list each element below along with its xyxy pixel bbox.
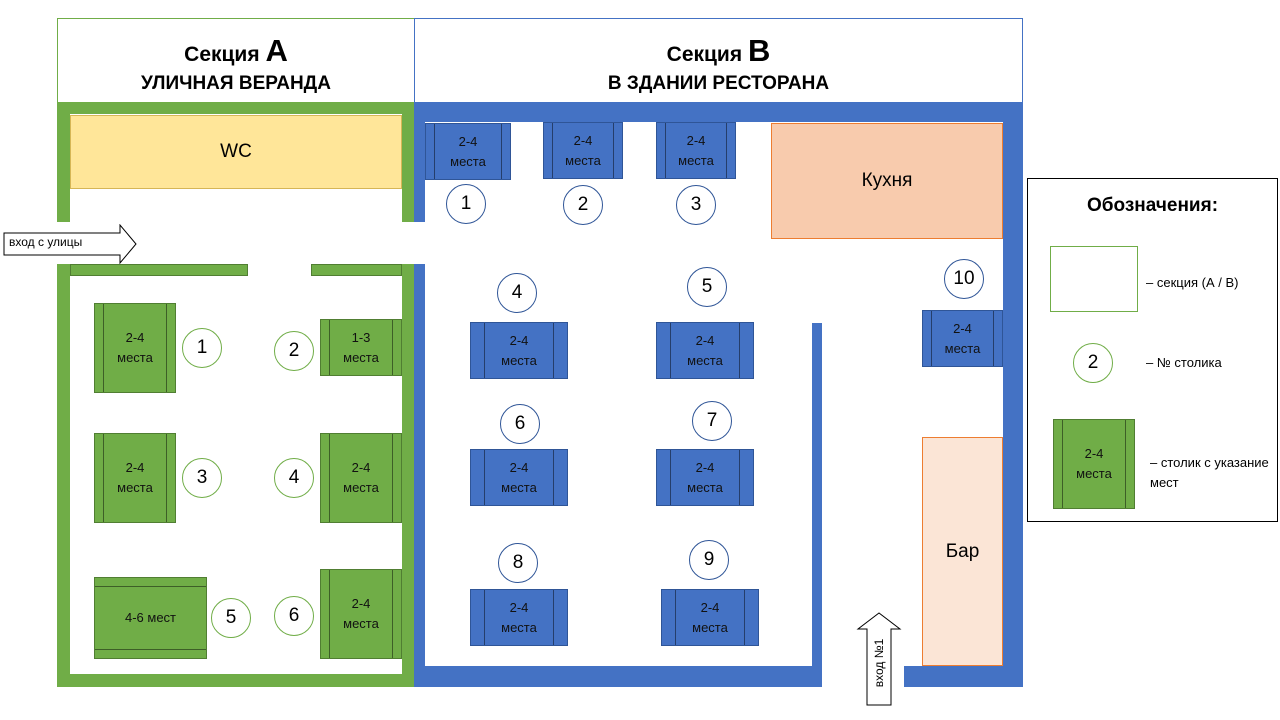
- legend-number-sample: 2: [1073, 343, 1113, 383]
- table-b-3[interactable]: 2-4 места: [656, 122, 736, 179]
- wc-room: WC: [70, 115, 402, 189]
- section-a-inner-wall-left: [70, 264, 248, 276]
- street-entrance-label: вход с улицы: [9, 235, 83, 249]
- table-a-1[interactable]: 2-4 места: [94, 303, 176, 393]
- main-entrance-arrow: [856, 612, 902, 706]
- table-b-7-number: 7: [692, 401, 732, 441]
- table-b-7-seats: 2-4 места: [687, 459, 723, 495]
- table-b-10-number: 10: [944, 259, 984, 299]
- table-a-1-number: 1: [182, 328, 222, 368]
- bar-label: Бар: [945, 540, 980, 562]
- kitchen-room: Кухня: [771, 123, 1003, 239]
- table-a-4-number: 4: [274, 458, 314, 498]
- table-b-2-seats: 2-4 места: [565, 132, 601, 168]
- section-a-inner-wall-right: [311, 264, 402, 276]
- bar-counter: Бар: [922, 437, 1003, 666]
- section-b-header: Секция B В ЗДАНИИ РЕСТОРАНА: [414, 18, 1023, 104]
- table-a-4-seats: 2-4 места: [343, 460, 379, 495]
- table-b-10[interactable]: 2-4 места: [922, 310, 1003, 367]
- table-b-4-seats: 2-4 места: [501, 332, 537, 368]
- table-b-3-seats: 2-4 места: [678, 132, 714, 168]
- legend-number-text: – № столика: [1146, 355, 1222, 370]
- section-b-partition: [812, 323, 822, 667]
- table-a-2-number: 2: [274, 331, 314, 371]
- table-b-6[interactable]: 2-4 места: [470, 449, 568, 506]
- table-b-9-seats: 2-4 места: [692, 599, 728, 635]
- legend-panel: Обозначения: – секция (А / В) 2 – № стол…: [1027, 178, 1278, 522]
- table-a-5[interactable]: 4-6 мест: [94, 577, 207, 659]
- table-a-4[interactable]: 2-4 места: [320, 433, 402, 523]
- wc-label: WC: [220, 141, 252, 162]
- table-b-2[interactable]: 2-4 места: [543, 122, 623, 179]
- table-b-8-seats: 2-4 места: [501, 599, 537, 635]
- table-a-6-seats: 2-4 места: [343, 596, 379, 631]
- table-b-10-seats: 2-4 места: [944, 320, 981, 356]
- kitchen-label: Кухня: [861, 170, 913, 191]
- legend-section-sample: [1050, 246, 1138, 312]
- legend-table-text: – столик с указание мест: [1150, 455, 1269, 490]
- section-b-subtitle: В ЗДАНИИ РЕСТОРАНА: [607, 73, 830, 94]
- table-b-1[interactable]: 2-4 места: [425, 123, 511, 180]
- table-b-5[interactable]: 2-4 места: [656, 322, 754, 379]
- table-b-9[interactable]: 2-4 места: [661, 589, 759, 646]
- legend-section-text: – секция (А / В): [1146, 275, 1239, 290]
- section-b-letter: B: [747, 33, 771, 68]
- table-b-1-seats: 2-4 места: [450, 133, 486, 169]
- table-b-2-number: 2: [563, 185, 603, 225]
- table-b-5-number: 5: [687, 267, 727, 307]
- table-a-1-seats: 2-4 места: [117, 330, 153, 365]
- legend-table-seats: 2-4 места: [1076, 446, 1112, 481]
- table-b-4-number: 4: [497, 273, 537, 313]
- section-b-label: Секция: [666, 43, 743, 66]
- table-a-2[interactable]: 1-3 места: [320, 319, 402, 376]
- table-b-7[interactable]: 2-4 места: [656, 449, 754, 506]
- table-b-1-number: 1: [446, 184, 486, 224]
- street-entrance-arrow: [3, 224, 137, 264]
- table-a-2-seats: 1-3 места: [343, 329, 379, 365]
- table-b-5-seats: 2-4 места: [687, 332, 723, 368]
- main-entrance-label: вход №1: [872, 638, 886, 688]
- table-b-4[interactable]: 2-4 места: [470, 322, 568, 379]
- table-b-9-number: 9: [689, 540, 729, 580]
- table-a-6[interactable]: 2-4 места: [320, 569, 402, 659]
- table-b-8-number: 8: [498, 543, 538, 583]
- table-a-3-number: 3: [182, 458, 222, 498]
- table-a-5-number: 5: [211, 598, 251, 638]
- table-a-6-number: 6: [274, 596, 314, 636]
- table-b-8[interactable]: 2-4 места: [470, 589, 568, 646]
- table-b-6-number: 6: [500, 404, 540, 444]
- table-a-3-seats: 2-4 места: [117, 460, 153, 495]
- legend-table-sample: 2-4 места: [1053, 419, 1135, 509]
- section-a-header: Секция A УЛИЧНАЯ ВЕРАНДА: [57, 18, 415, 104]
- section-a-label: Секция: [184, 43, 260, 66]
- table-b-6-seats: 2-4 места: [501, 459, 537, 495]
- legend-title: Обозначения:: [1086, 195, 1219, 216]
- section-b-doorway: [414, 222, 426, 264]
- section-a-letter: A: [265, 33, 288, 68]
- table-b-3-number: 3: [676, 185, 716, 225]
- table-a-5-seats: 4-6 мест: [124, 610, 177, 625]
- table-a-3[interactable]: 2-4 места: [94, 433, 176, 523]
- section-a-subtitle: УЛИЧНАЯ ВЕРАНДА: [141, 73, 331, 94]
